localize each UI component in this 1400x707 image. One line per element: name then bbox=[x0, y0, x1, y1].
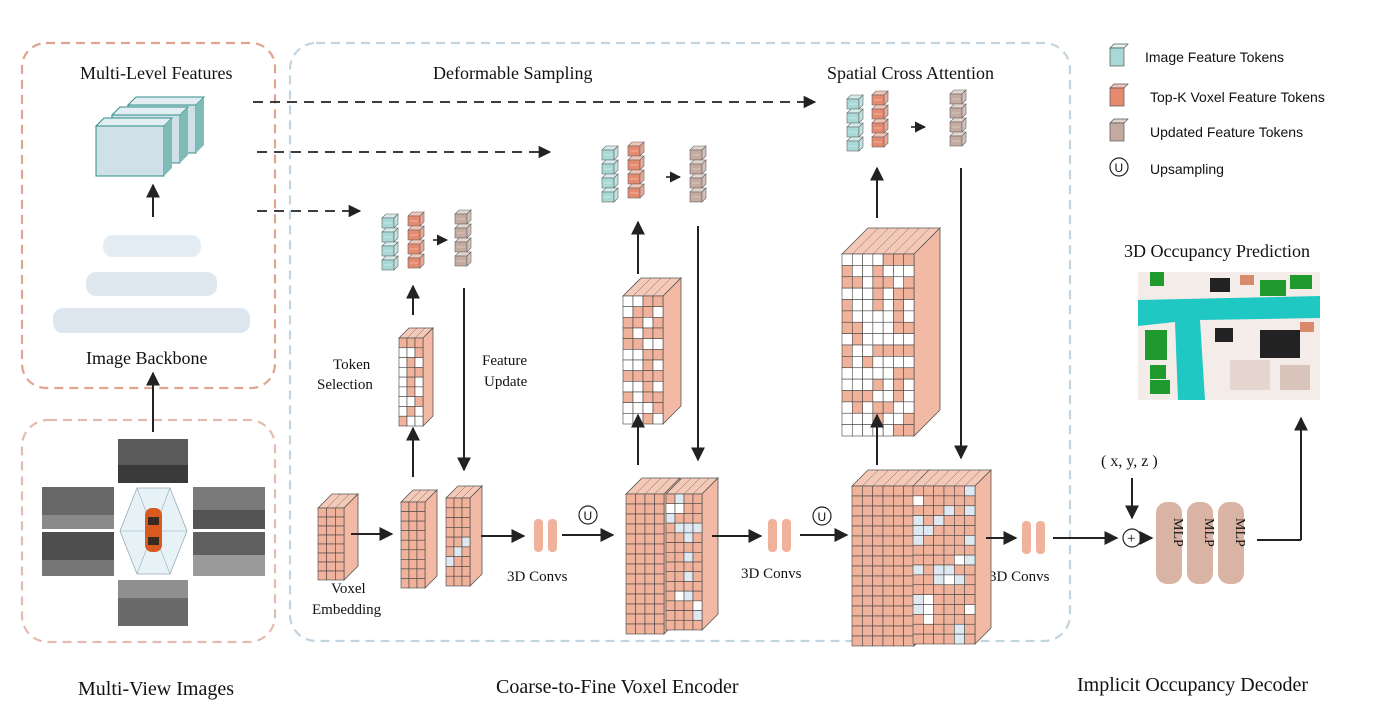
voxel-embedding-label-2: Embedding bbox=[312, 602, 382, 618]
conv-block-1 bbox=[534, 519, 557, 552]
stage3-image-tokens bbox=[846, 94, 864, 152]
token-groups bbox=[381, 89, 967, 271]
multi-level-features-title: Multi-Level Features bbox=[80, 63, 232, 83]
image-backbone-box bbox=[20, 41, 277, 390]
stage1-updated-grid bbox=[445, 485, 483, 587]
legend-upsampling-symbol: U bbox=[1115, 161, 1124, 175]
spatial-cross-attention-title: Spatial Cross Attention bbox=[827, 63, 994, 83]
conv-label-2: 3D Convs bbox=[741, 566, 802, 582]
mlp-block-2 bbox=[1187, 502, 1213, 584]
stage1-topk-tokens bbox=[407, 211, 425, 269]
prediction-title: 3D Occupancy Prediction bbox=[1124, 241, 1310, 261]
stage2-updated-tokens bbox=[689, 145, 707, 203]
legend-topk-tokens: Top-K Voxel Feature Tokens bbox=[1150, 89, 1325, 105]
upsampling-icon-1 bbox=[578, 505, 598, 525]
stage3-topk-tokens bbox=[871, 90, 889, 148]
upsampling-symbol-2: U bbox=[818, 510, 827, 524]
feature-maps-stack bbox=[94, 96, 206, 177]
conv-label-1: 3D Convs bbox=[507, 569, 568, 585]
stage2-updated-grid bbox=[665, 477, 719, 631]
stage2-image-tokens bbox=[601, 145, 619, 203]
legend-image-token-icon bbox=[1109, 43, 1129, 67]
mlp-block-1 bbox=[1156, 502, 1182, 584]
legend-image-tokens: Image Feature Tokens bbox=[1145, 49, 1284, 65]
stage1-voxel-grid bbox=[400, 489, 438, 589]
legend-updated-tokens: Updated Feature Tokens bbox=[1150, 124, 1303, 140]
feature-update-label-2: Update bbox=[484, 374, 528, 390]
token-selection-label-1: Token bbox=[333, 357, 371, 373]
multi-view-images-title: Multi-View Images bbox=[78, 678, 234, 700]
mlp-block-3 bbox=[1218, 502, 1244, 584]
stage2-selection-grid bbox=[622, 277, 682, 425]
plus-symbol: + bbox=[1127, 531, 1135, 547]
stage1-selection-grid bbox=[398, 327, 434, 427]
stage1-image-tokens bbox=[381, 213, 399, 271]
stage3-updated-grid bbox=[912, 469, 992, 645]
token-selection-label-2: Selection bbox=[317, 377, 373, 393]
voxel-embedding-label-1: Voxel bbox=[331, 581, 366, 597]
upsampling-symbol-1: U bbox=[584, 509, 593, 523]
stage3-updated-tokens bbox=[949, 89, 967, 147]
camera-view-thumbnails bbox=[42, 439, 265, 626]
mlp-label-2: MLP bbox=[1201, 518, 1216, 547]
encoder-title: Coarse-to-Fine Voxel Encoder bbox=[496, 676, 739, 698]
legend-topk-token-icon bbox=[1109, 83, 1129, 107]
feature-update-label-1: Feature bbox=[482, 353, 527, 369]
image-backbone-title: Image Backbone bbox=[86, 348, 207, 368]
legend-updated-token-icon bbox=[1109, 118, 1129, 142]
coords-label: ( x, y, z ) bbox=[1101, 453, 1158, 470]
stage1-updated-tokens bbox=[454, 209, 472, 267]
stage2-voxel-grid bbox=[625, 477, 681, 635]
conv-label-3: 3D Convs bbox=[989, 569, 1050, 585]
voxel-embedding-grid bbox=[317, 493, 359, 581]
stage2-topk-tokens bbox=[627, 141, 645, 199]
legend: Image Feature Tokens Top-K Voxel Feature… bbox=[1109, 43, 1325, 177]
voxel-encoder-box bbox=[288, 41, 1072, 643]
deformable-sampling-title: Deformable Sampling bbox=[433, 63, 592, 83]
upsampling-icon-2 bbox=[812, 506, 832, 526]
mlp-stack: MLP MLP MLP bbox=[1156, 502, 1247, 584]
backbone-layers bbox=[53, 235, 250, 333]
conv-block-2 bbox=[768, 519, 791, 552]
occupancy-map-icon bbox=[1138, 272, 1320, 400]
decoder-title: Implicit Occupancy Decoder bbox=[1077, 674, 1308, 696]
mlp-label-1: MLP bbox=[1170, 518, 1185, 547]
voxel-grids bbox=[317, 227, 992, 647]
mlp-label-3: MLP bbox=[1232, 518, 1247, 547]
legend-upsampling: Upsampling bbox=[1150, 161, 1224, 177]
stage3-selection-grid bbox=[841, 227, 941, 437]
conv-block-3 bbox=[1022, 521, 1045, 554]
ego-car-icon bbox=[119, 487, 188, 575]
legend-upsampling-icon bbox=[1109, 157, 1129, 177]
